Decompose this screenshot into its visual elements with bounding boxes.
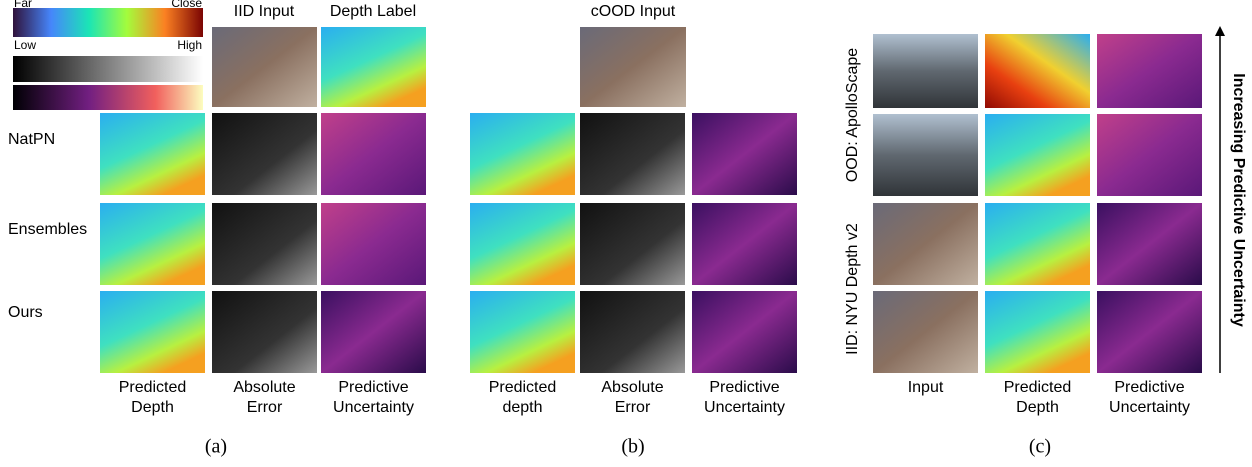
image xyxy=(873,203,978,285)
image xyxy=(580,27,686,107)
image xyxy=(580,113,685,195)
image xyxy=(13,56,203,82)
label: (c) xyxy=(1029,436,1051,458)
label: cOOD Input xyxy=(591,3,676,20)
content: Far Close Low High IID Input Depth Label NatPN… xyxy=(8,0,1247,458)
label: Far xyxy=(14,0,32,10)
label: Error xyxy=(247,399,283,416)
image xyxy=(321,113,426,195)
label: depth xyxy=(502,399,542,416)
image xyxy=(985,114,1090,196)
label: Predictive xyxy=(1114,379,1184,396)
label: Error xyxy=(615,399,651,416)
image xyxy=(321,27,426,107)
label: Depth xyxy=(1016,399,1059,416)
label: Predicted xyxy=(119,379,187,396)
image xyxy=(692,203,797,285)
image xyxy=(13,8,203,37)
image xyxy=(13,85,203,110)
image xyxy=(873,34,978,108)
label: Uncertainty xyxy=(1109,399,1190,416)
label: Predictive xyxy=(709,379,779,396)
label: Low xyxy=(14,38,36,52)
image xyxy=(1097,203,1202,285)
label: Predictive xyxy=(338,379,408,396)
image xyxy=(100,203,205,285)
label: (a) xyxy=(205,436,227,458)
image xyxy=(470,203,575,285)
image xyxy=(470,291,575,373)
label: Ours xyxy=(8,304,43,321)
image xyxy=(100,113,205,195)
label: Depth xyxy=(131,399,174,416)
image xyxy=(1097,34,1202,108)
label: Depth Label xyxy=(330,3,416,20)
label: Predicted xyxy=(489,379,557,396)
image xyxy=(692,113,797,195)
image xyxy=(985,34,1090,108)
label: Input xyxy=(908,379,944,396)
image xyxy=(470,113,575,195)
label: High xyxy=(177,38,202,52)
image xyxy=(212,291,317,373)
label: NatPN xyxy=(8,131,55,148)
image xyxy=(321,291,426,373)
label: IID: NYU Depth v2 xyxy=(844,223,861,355)
figure: Far Close Low High IID Input Depth Label NatPN… xyxy=(0,0,1252,467)
label: Absolute xyxy=(601,379,663,396)
label: Ensembles xyxy=(8,221,87,238)
label: Predicted xyxy=(1004,379,1072,396)
image xyxy=(212,203,317,285)
label: Absolute xyxy=(233,379,295,396)
label: Increasing Predictive Uncertainty xyxy=(1230,73,1247,327)
arrow-head xyxy=(1215,26,1225,36)
image xyxy=(873,114,978,196)
label: OOD: ApolloScape xyxy=(844,48,861,182)
image xyxy=(1097,291,1202,373)
image xyxy=(321,203,426,285)
label: IID Input xyxy=(234,3,295,20)
image xyxy=(212,113,317,195)
label: Uncertainty xyxy=(704,399,785,416)
image xyxy=(212,27,317,107)
image xyxy=(692,291,797,373)
label: Uncertainty xyxy=(333,399,414,416)
image xyxy=(1097,114,1202,196)
label: Close xyxy=(171,0,202,10)
image xyxy=(985,203,1090,285)
image xyxy=(873,291,978,373)
image xyxy=(580,291,685,373)
label: (b) xyxy=(621,436,644,458)
image xyxy=(580,203,685,285)
image xyxy=(100,291,205,373)
image xyxy=(985,291,1090,373)
